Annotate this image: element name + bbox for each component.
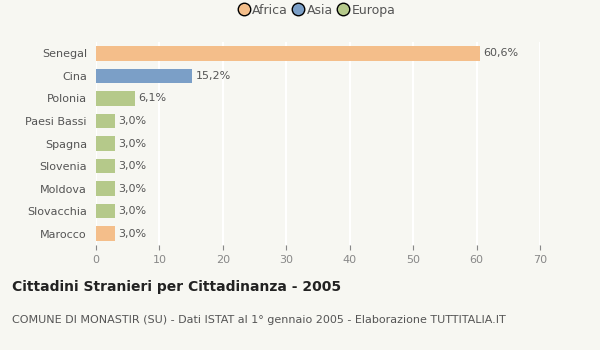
Bar (96, 226, 115, 241)
Text: 3,0%: 3,0% (118, 139, 146, 148)
Text: 6,1%: 6,1% (138, 93, 166, 103)
Bar (96, 91, 134, 106)
Bar (96, 159, 115, 173)
Bar (96, 114, 115, 128)
Text: 3,0%: 3,0% (118, 206, 146, 216)
Text: 15,2%: 15,2% (196, 71, 231, 81)
Bar (96, 46, 481, 61)
Text: 3,0%: 3,0% (118, 161, 146, 171)
Text: Cittadini Stranieri per Cittadinanza - 2005: Cittadini Stranieri per Cittadinanza - 2… (12, 280, 341, 294)
Text: COMUNE DI MONASTIR (SU) - Dati ISTAT al 1° gennaio 2005 - Elaborazione TUTTITALI: COMUNE DI MONASTIR (SU) - Dati ISTAT al … (12, 315, 506, 325)
Bar (96, 69, 193, 83)
Legend: Africa, Asia, Europa: Africa, Asia, Europa (238, 1, 398, 20)
Text: 3,0%: 3,0% (118, 184, 146, 194)
Text: 3,0%: 3,0% (118, 116, 146, 126)
Text: 3,0%: 3,0% (118, 229, 146, 239)
Bar (96, 181, 115, 196)
Bar (96, 204, 115, 218)
Text: 60,6%: 60,6% (484, 48, 518, 58)
Bar (96, 136, 115, 151)
